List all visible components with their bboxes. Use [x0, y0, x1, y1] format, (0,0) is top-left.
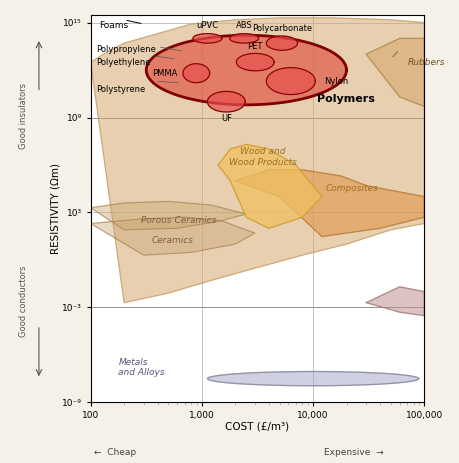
Text: Ceramics: Ceramics: [152, 237, 194, 245]
Polygon shape: [146, 35, 347, 105]
Text: Polystyrene: Polystyrene: [96, 85, 146, 94]
Polygon shape: [207, 91, 245, 112]
Y-axis label: RESISTIVITY (Ωm): RESISTIVITY (Ωm): [50, 163, 60, 254]
Text: Rubbers: Rubbers: [408, 57, 445, 67]
Polygon shape: [183, 64, 210, 83]
Polygon shape: [90, 201, 246, 230]
Polygon shape: [236, 53, 274, 71]
Polygon shape: [218, 144, 322, 228]
Text: Porous Ceramics: Porous Ceramics: [141, 216, 216, 225]
Text: Good insulators: Good insulators: [19, 83, 28, 149]
Text: ←  Cheap: ← Cheap: [94, 448, 136, 457]
Text: uPVC: uPVC: [196, 21, 218, 30]
Text: ABS: ABS: [236, 21, 252, 30]
Polygon shape: [207, 371, 419, 386]
Polygon shape: [366, 287, 424, 316]
Text: UF: UF: [221, 113, 232, 123]
Text: Nylon: Nylon: [324, 76, 348, 86]
Text: Expensive  →: Expensive →: [324, 448, 383, 457]
Text: Polyethylene: Polyethylene: [96, 57, 151, 67]
Polygon shape: [366, 38, 424, 106]
Text: Polycarbonate: Polycarbonate: [252, 24, 312, 33]
Text: Good conductors: Good conductors: [19, 266, 28, 338]
Text: Metals
and Alloys: Metals and Alloys: [118, 358, 165, 377]
Polygon shape: [193, 34, 222, 43]
Polygon shape: [90, 18, 424, 303]
Text: Polymers: Polymers: [318, 94, 375, 104]
Text: Polypropylene: Polypropylene: [96, 45, 156, 54]
X-axis label: COST (£/m³): COST (£/m³): [225, 422, 290, 432]
Polygon shape: [266, 36, 297, 50]
Text: PET: PET: [247, 42, 263, 51]
Polygon shape: [230, 34, 258, 43]
Polygon shape: [235, 170, 424, 237]
Text: Foams: Foams: [100, 21, 129, 30]
Polygon shape: [266, 68, 315, 94]
Text: PMMA: PMMA: [152, 69, 177, 78]
Polygon shape: [90, 217, 255, 255]
Text: Wood and
Wood Products: Wood and Wood Products: [229, 147, 297, 167]
Text: Composites: Composites: [325, 184, 378, 193]
